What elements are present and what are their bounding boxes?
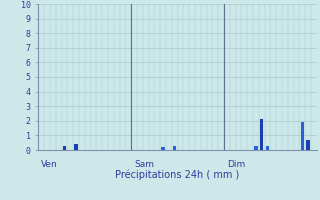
Bar <box>300 122 304 150</box>
X-axis label: Précipitations 24h ( mm ): Précipitations 24h ( mm ) <box>116 169 240 180</box>
Bar <box>254 146 258 150</box>
Bar <box>266 146 269 150</box>
Bar <box>161 147 165 150</box>
Bar <box>260 119 263 150</box>
Bar <box>74 144 78 150</box>
Bar <box>63 146 66 150</box>
Bar <box>173 146 176 150</box>
Text: Dim: Dim <box>227 160 245 169</box>
Text: Ven: Ven <box>41 160 58 169</box>
Text: Sam: Sam <box>134 160 154 169</box>
Bar <box>306 140 310 150</box>
